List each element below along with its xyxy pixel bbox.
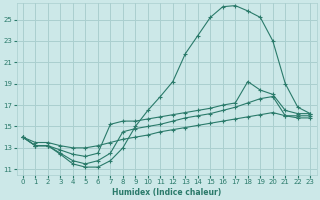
X-axis label: Humidex (Indice chaleur): Humidex (Indice chaleur) [112, 188, 221, 197]
